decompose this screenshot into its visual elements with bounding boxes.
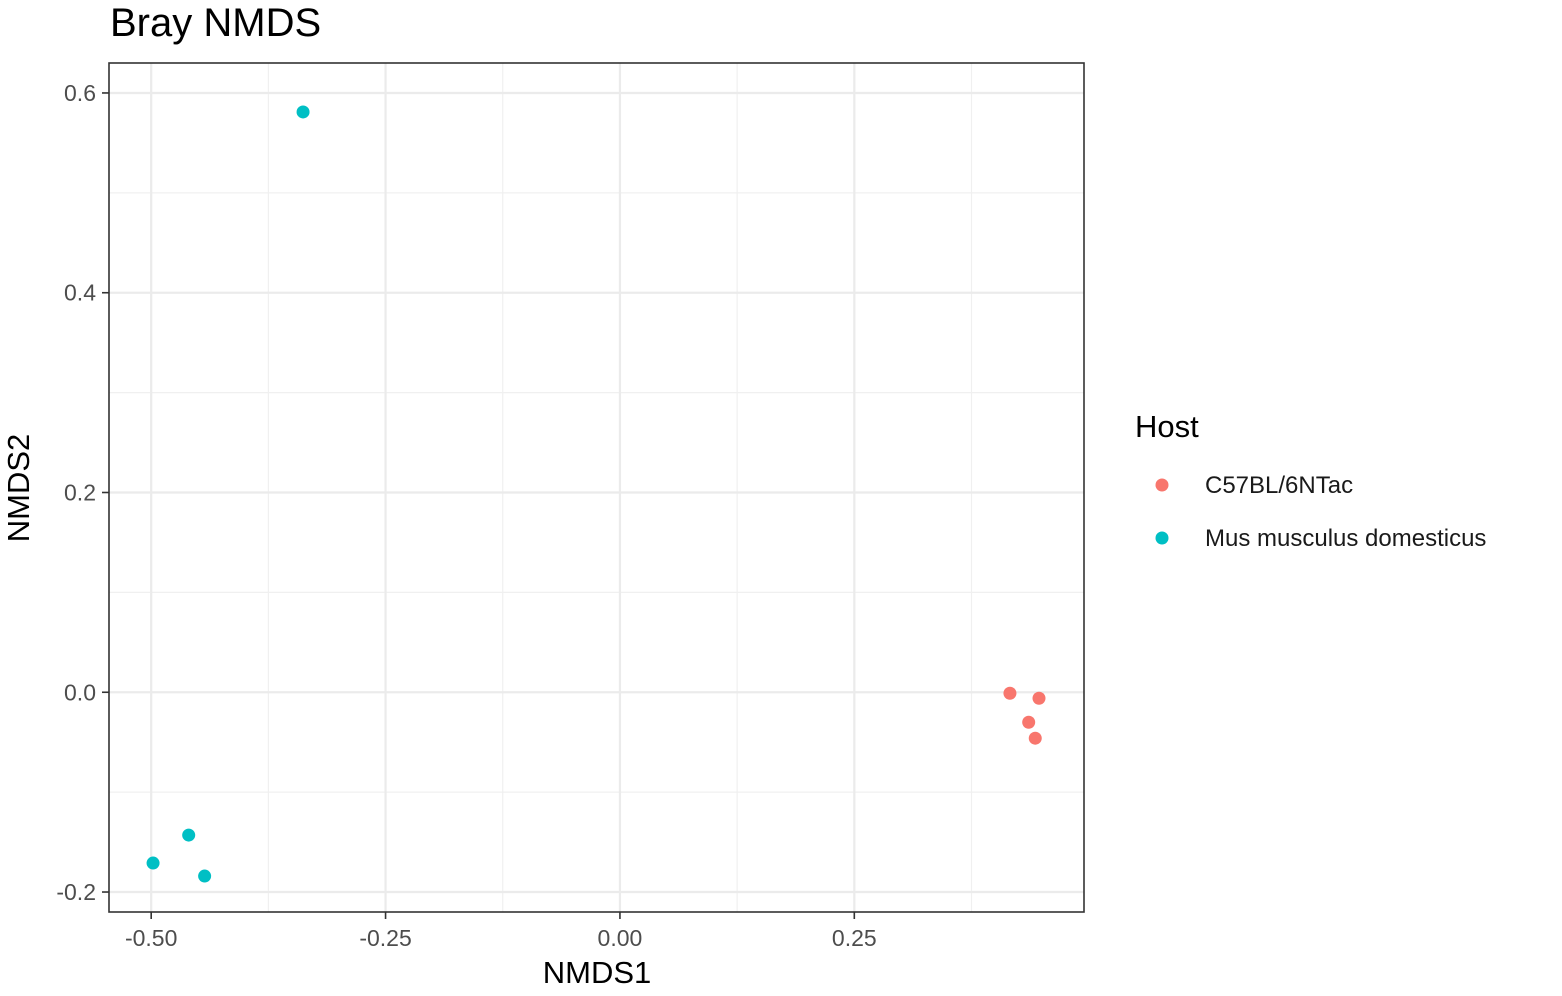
data-point (146, 856, 160, 870)
y-tick-label: 0.2 (64, 479, 96, 505)
data-point (1032, 691, 1046, 705)
minor-gridlines (109, 63, 1084, 912)
y-tick-label: 0.6 (64, 80, 96, 106)
legend: Host C57BL/6NTac Mus musculus domesticus (1135, 409, 1486, 552)
x-axis-title: NMDS1 (543, 955, 652, 990)
legend-key (1155, 531, 1169, 545)
data-point (296, 105, 310, 119)
major-gridlines (109, 63, 1084, 912)
data-point (182, 828, 196, 842)
legend-title: Host (1135, 409, 1199, 444)
x-axis: -0.50 -0.25 0.00 0.25 (125, 912, 877, 951)
data-point (1022, 715, 1036, 729)
legend-label: C57BL/6NTac (1205, 472, 1353, 499)
data-point (198, 869, 212, 883)
x-tick-label: -0.50 (125, 925, 177, 951)
x-tick-label: 0.25 (832, 925, 877, 951)
plot-panel (108, 62, 1085, 913)
y-tick-label: -0.2 (56, 879, 96, 905)
data-point (1003, 686, 1017, 700)
legend-key (1155, 478, 1169, 492)
y-tick-label: 0.4 (64, 280, 96, 306)
x-tick-label: 0.00 (598, 925, 643, 951)
data-point (1028, 731, 1042, 745)
data-points (146, 105, 1046, 883)
x-tick-label: -0.25 (359, 925, 411, 951)
panel-background (109, 63, 1084, 912)
y-tick-label: 0.0 (64, 679, 96, 705)
y-axis: -0.2 0.0 0.2 0.4 0.6 (56, 80, 109, 905)
legend-items: C57BL/6NTac Mus musculus domesticus (1155, 472, 1486, 552)
legend-label: Mus musculus domesticus (1205, 525, 1486, 552)
chart-title: Bray NMDS (110, 1, 321, 45)
y-axis-title: NMDS2 (1, 434, 36, 543)
panel-border (108, 62, 1085, 913)
